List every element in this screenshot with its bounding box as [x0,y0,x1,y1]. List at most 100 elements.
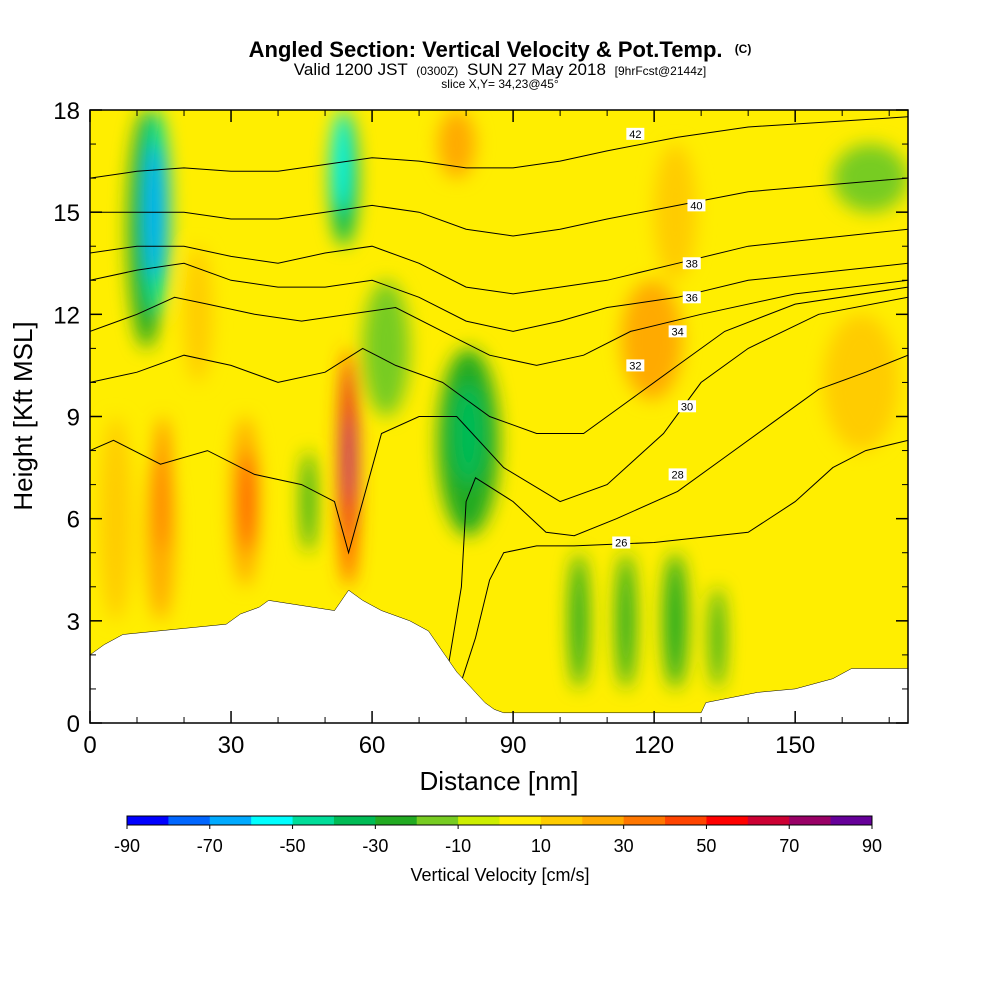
colorbar-swatch [623,816,666,825]
colorbar-swatch [416,816,459,825]
y-tick-label: 9 [67,405,80,432]
colorbar-swatch [830,816,873,825]
title-suffix: (C) [735,42,752,56]
velocity-cell [663,552,688,689]
velocity-cell [346,416,353,502]
colorbar-swatch [747,816,790,825]
plot-area: 26 28 30 32 34 36 38 40 42 [90,110,908,723]
contour-label: 28 [672,469,684,481]
colorbar-tick-label: 70 [779,836,799,856]
colorbar-swatch [665,816,707,825]
y-tick-label: 12 [53,302,80,329]
y-tick-label: 6 [67,507,80,534]
contour-label: 30 [681,401,693,413]
colorbar-swatch [582,816,625,825]
colorbar-swatch [127,816,169,825]
velocity-cells [99,110,908,689]
velocity-cell [301,450,316,553]
contour-label: 40 [690,200,702,212]
velocity-cell [569,552,589,689]
contour-label: 36 [686,292,698,304]
contour-label-bg [668,325,687,338]
colorbar-swatch [789,816,832,825]
theta-contour-line [90,177,908,237]
theta-contour-line [90,296,908,555]
contour-label: 32 [629,360,641,372]
x-tick-label: 120 [634,732,674,759]
colorbar-swatch [540,816,583,825]
slice-label: slice X,Y= 34,23@45° [441,77,559,91]
x-tick-label: 90 [500,732,527,759]
y-tick-label: 18 [53,98,80,125]
colorbar-swatch [168,816,211,825]
theta-contour-line [90,279,908,366]
chart-title: Angled Section: Vertical Velocity & Pot.… [249,37,752,62]
x-tick-label: 0 [83,732,96,759]
velocity-cell [616,552,636,689]
theta-contour-line [90,286,908,434]
chart-subtitle: Valid 1200 JST (0300Z) SUN 27 May 2018 [… [294,60,706,79]
colorbar-swatch [375,816,418,825]
colorbar-tick-label: -90 [114,836,140,856]
contour-label-bg [687,199,706,212]
theta-contour-line [446,354,908,672]
contour-label-bg [678,400,697,413]
x-axis-label: Distance [nm] [420,766,579,796]
x-tick-label: 60 [359,732,386,759]
theta-contour-line [90,116,908,179]
velocity-cell [155,416,170,553]
velocity-cell [184,246,213,383]
velocity-cell [823,314,899,451]
colorbar-swatch [209,816,252,825]
colorbar: -90 -70 -50 -30 -10 10 30 50 70 90 [114,815,882,856]
colorbar-swatch [499,816,542,825]
velocity-cell [362,280,410,417]
velocity-background [90,110,908,723]
contour-label: 34 [672,326,684,338]
x-tick-label: 150 [775,732,815,759]
velocity-cell [832,144,908,213]
velocity-cell [451,382,485,485]
contour-label-bg [682,257,701,270]
colorbar-tick-label: 90 [862,836,882,856]
colorbar-label: Vertical Velocity [cm/s] [410,865,589,885]
colorbar-tick-label: 30 [614,836,634,856]
theta-contour-line [90,262,908,332]
contour-label-bg [682,291,701,304]
theta-contours: 26 28 30 32 34 36 38 40 42 [90,116,908,696]
colorbar-tick-label: -50 [280,836,306,856]
contour-label: 26 [615,538,627,550]
colorbar-tick-label: -10 [445,836,471,856]
colorbar-tick-label: 10 [531,836,551,856]
velocity-cell [437,110,476,179]
contour-label-bg [612,536,631,549]
colorbar-swatch [458,816,500,825]
y-tick-label: 0 [67,711,80,738]
colorbar-swatch [251,816,294,825]
colorbar-tick-label: -70 [197,836,223,856]
theta-contour-line [90,228,908,295]
velocity-cell [654,144,697,281]
colorbar-swatch [333,816,376,825]
colorbar-swatch [706,816,749,825]
y-tick-label: 15 [53,200,80,227]
velocity-cell [240,450,255,553]
colorbar-tick-label: 50 [696,836,716,856]
y-axis-label: Height [Kft MSL] [8,321,38,510]
contour-label: 42 [629,129,641,141]
x-axis-ticks: 0 30 60 90 120 150 [83,110,890,759]
colorbar-swatch [292,816,335,825]
velocity-cell [710,586,725,689]
contour-label-bg [626,359,645,372]
velocity-cell [334,110,349,213]
contour-label: 38 [686,258,698,270]
y-tick-label: 3 [67,609,80,636]
velocity-cell [99,416,133,621]
contour-label-bg [626,127,645,140]
x-tick-label: 30 [218,732,245,759]
contour-label-bg [668,468,687,481]
colorbar-frame [126,815,873,826]
colorbar-tick-label: -30 [362,836,388,856]
